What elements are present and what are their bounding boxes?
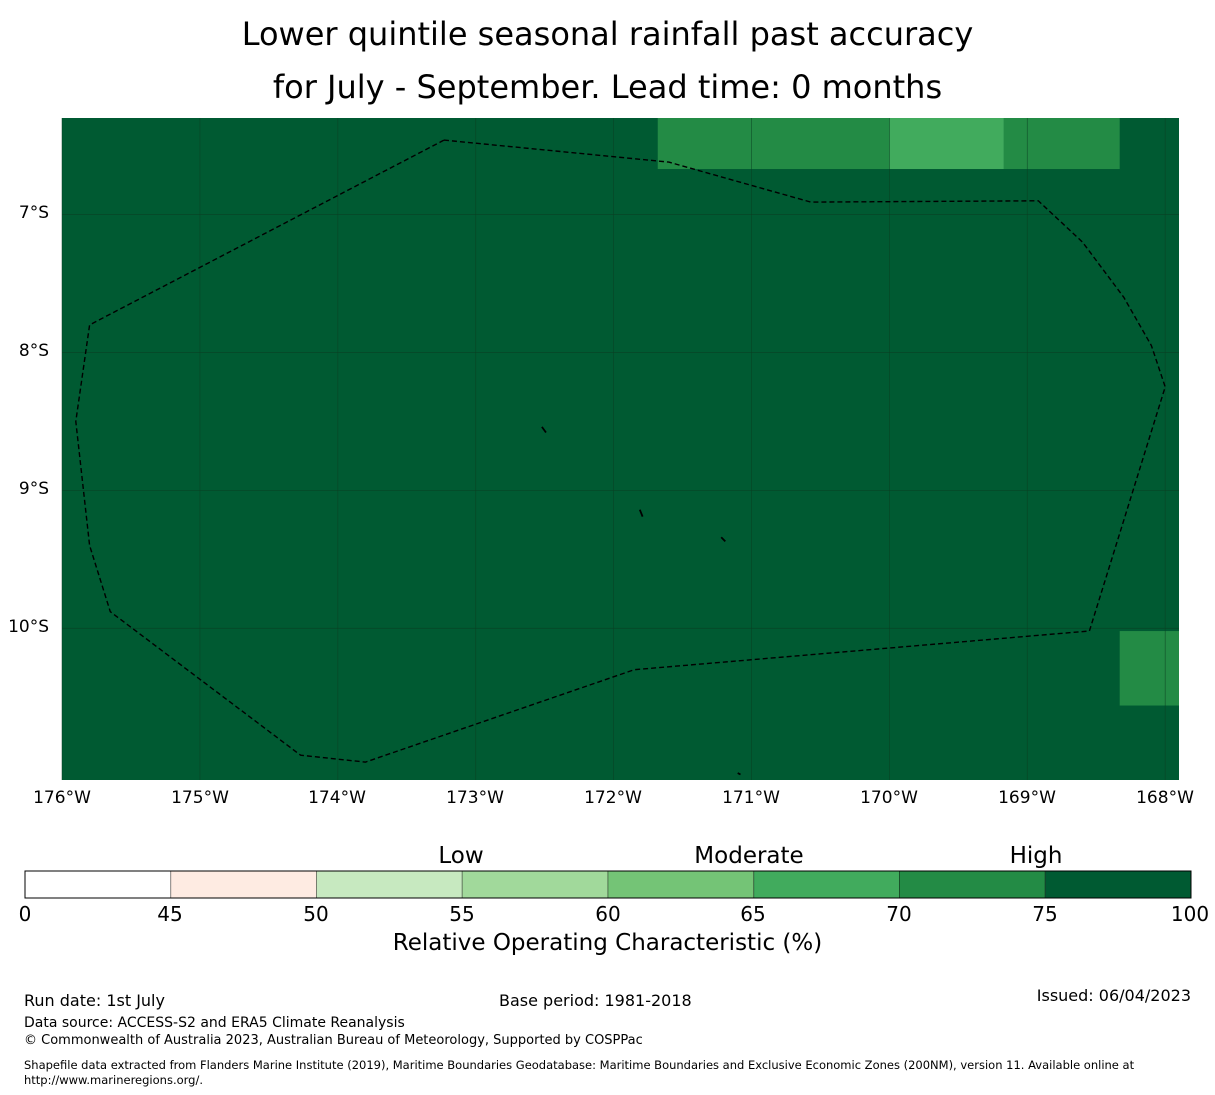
colorbar-segment-7	[1044, 870, 1192, 899]
colorbar-category-high: High	[1009, 843, 1063, 869]
colorbar-segment-0	[24, 870, 172, 899]
lat-label-9s: 9°S	[18, 479, 49, 499]
lon-label-169w: 169°W	[998, 788, 1056, 808]
colorbar-segment-1	[170, 870, 317, 899]
colorbar-tick-100: 100	[1170, 902, 1210, 926]
lat-label-7s: 7°S	[18, 203, 49, 223]
eez-boundary	[75, 139, 1166, 763]
data-source: Data source: ACCESS-S2 and ERA5 Climate …	[24, 1015, 405, 1031]
chart-title: Lower quintile seasonal rainfall past ac…	[0, 8, 1215, 114]
colorbar-tick-60: 60	[595, 902, 621, 926]
lon-label-170w: 170°W	[860, 788, 918, 808]
island-0	[541, 426, 547, 434]
colorbar-outline	[24, 870, 1192, 899]
map-background-cell	[62, 118, 1179, 780]
colorbar-tick-55: 55	[449, 902, 475, 926]
map-cell-3	[1119, 631, 1179, 706]
colorbar-category-low: Low	[438, 843, 484, 869]
colorbar-tick-65: 65	[740, 902, 766, 926]
lon-label-175w: 175°W	[171, 788, 229, 808]
shapefile-credit-line-2: http://www.marineregions.org/.	[24, 1073, 203, 1087]
lat-label-8s: 8°S	[18, 341, 49, 361]
map-cell-0	[657, 118, 890, 170]
colorbar-tick-50: 50	[303, 902, 329, 926]
island-3	[737, 772, 741, 776]
title-line-2: for July - September. Lead time: 0 month…	[272, 68, 943, 106]
lon-label-174w: 174°W	[308, 788, 366, 808]
colorbar-segment-4	[607, 870, 755, 899]
lon-label-168w: 168°W	[1136, 788, 1194, 808]
copyright-notice: © Commonwealth of Australia 2023, Austra…	[24, 1033, 643, 1048]
title-line-1: Lower quintile seasonal rainfall past ac…	[241, 15, 974, 53]
map-cell-2	[1003, 118, 1120, 170]
colorbar	[24, 870, 1192, 899]
shapefile-credit-line-1: Shapefile data extracted from Flanders M…	[24, 1058, 1135, 1072]
issued-date: Issued: 06/04/2023	[1036, 986, 1191, 1005]
lon-label-173w: 173°W	[446, 788, 504, 808]
lon-label-172w: 172°W	[584, 788, 642, 808]
colorbar-segment-2	[316, 870, 463, 899]
colorbar-segment-3	[461, 870, 609, 899]
base-period: Base period: 1981-2018	[499, 991, 692, 1010]
lon-label-176w: 176°W	[33, 788, 91, 808]
island-1	[638, 509, 644, 517]
colorbar-tick-0: 0	[18, 902, 32, 926]
colorbar-tick-70: 70	[886, 902, 912, 926]
map-panel	[61, 118, 1179, 780]
lon-label-171w: 171°W	[722, 788, 780, 808]
map-cell-1	[889, 118, 1004, 170]
colorbar-segment-5	[753, 870, 900, 899]
lat-label-10s: 10°S	[8, 617, 49, 637]
colorbar-axis-label: Relative Operating Characteristic (%)	[392, 930, 823, 956]
run-date: Run date: 1st July	[24, 991, 165, 1010]
colorbar-tick-45: 45	[157, 902, 183, 926]
colorbar-category-moderate: Moderate	[694, 843, 804, 869]
island-2	[720, 536, 726, 543]
colorbar-tick-75: 75	[1032, 902, 1058, 926]
colorbar-segment-6	[899, 870, 1046, 899]
